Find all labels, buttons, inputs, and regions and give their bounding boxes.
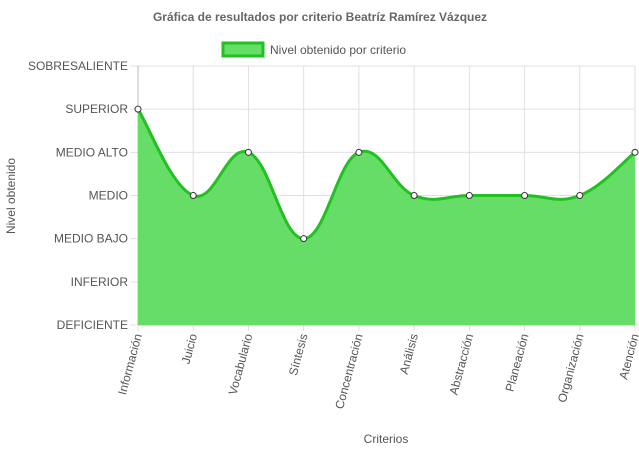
x-tick-label: Juicio	[179, 332, 201, 366]
data-point-síntesis[interactable]	[300, 235, 308, 243]
y-axis-ticks: DEFICIENTE INFERIOR MEDIO BAJO MEDIO MEDIO A…	[28, 59, 128, 332]
series-area	[136, 108, 636, 326]
data-point-organización[interactable]	[576, 192, 584, 199]
y-tick-label: MEDIO	[89, 189, 128, 203]
y-tick-label: SOBRESALIENTE	[28, 59, 128, 73]
x-axis-ticks: Información Juicio Vocabulario Síntesis Conc…	[115, 332, 639, 411]
data-point-información[interactable]	[134, 105, 142, 113]
y-axis-title: Nivel obtenido	[4, 158, 18, 234]
legend[interactable]: Nivel obtenido por criterio	[221, 41, 406, 58]
chart-title: Gráfica de resultados por criterio Beatr…	[153, 10, 487, 24]
legend-swatch	[221, 41, 265, 58]
x-tick-label: Análisis	[397, 332, 421, 376]
data-point-vocabulario[interactable]	[244, 148, 252, 156]
x-tick-label: Concentración	[332, 332, 366, 410]
x-tick-label: Síntesis	[286, 332, 311, 377]
data-point-atención[interactable]	[631, 148, 639, 156]
x-tick-label: Información	[115, 332, 145, 396]
y-tick-label: SUPERIOR	[65, 102, 128, 116]
x-tick-label: Vocabulario	[226, 332, 256, 397]
data-point-concentración[interactable]	[355, 148, 363, 156]
legend-label: Nivel obtenido por criterio	[270, 43, 406, 57]
x-tick-label: Organización	[555, 332, 587, 404]
y-tick-label: INFERIOR	[71, 275, 129, 289]
x-tick-label: Abstracción	[446, 332, 476, 396]
data-point-planeación[interactable]	[521, 192, 529, 199]
series-fill	[138, 109, 635, 326]
y-tick-label: DEFICIENTE	[57, 318, 128, 332]
data-point-abstracción[interactable]	[465, 192, 473, 199]
x-axis-title: Criterios	[364, 432, 409, 446]
y-tick-label: MEDIO ALTO	[56, 145, 128, 159]
x-tick-label: Planeación	[503, 332, 532, 393]
data-points[interactable]	[134, 105, 639, 243]
data-point-análisis[interactable]	[410, 192, 418, 199]
data-point-juicio[interactable]	[189, 192, 197, 199]
x-tick-label: Atención	[616, 332, 639, 381]
y-tick-label: MEDIO BAJO	[54, 232, 128, 246]
